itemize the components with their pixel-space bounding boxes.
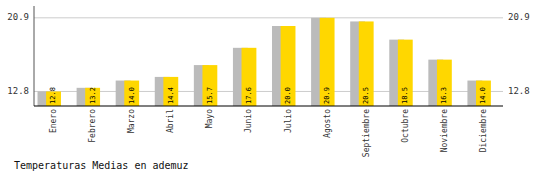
data-label: 12.8 (49, 87, 57, 104)
data-label: 16.3 (440, 87, 448, 104)
x-axis-line (34, 105, 503, 106)
bars (38, 18, 491, 106)
bar (398, 40, 413, 106)
bar (476, 81, 491, 106)
x-tick-label: Febrero (88, 109, 97, 143)
x-tick-label: Enero (49, 109, 58, 133)
bar (281, 26, 296, 106)
data-label: 14.0 (128, 87, 136, 104)
x-tick-label: Junio (244, 109, 253, 133)
bar (163, 77, 178, 106)
y2-tick-label: 12.8 (508, 86, 530, 96)
bar (124, 81, 139, 106)
data-label: 20.9 (323, 87, 331, 104)
grid-line (34, 17, 503, 18)
x-tick-label: Noviembre (440, 109, 449, 153)
bar (320, 18, 335, 106)
x-tick-label: Abril (166, 109, 175, 133)
data-label: 14.4 (167, 87, 175, 104)
title: Temperaturas Medias en ademuz (14, 160, 189, 171)
x-tick-label: Julio (284, 109, 293, 133)
x-tick-label: Diciembre (479, 109, 488, 153)
bar (85, 88, 100, 106)
x-tick-label: Mayo (205, 109, 214, 128)
bar (437, 60, 452, 106)
y2-tick-label: 20.9 (508, 12, 530, 22)
x-tick-label: Agosto (323, 109, 332, 138)
bar (242, 48, 257, 106)
x-tick-label: Octubre (401, 109, 410, 143)
y-axis-line (34, 6, 35, 106)
data-label: 14.0 (479, 87, 487, 104)
y-tick-label: 12.8 (7, 86, 29, 96)
data-label: 17.6 (245, 87, 253, 104)
x-tick-label: Septiembre (362, 109, 371, 157)
data-label: 20.5 (362, 87, 370, 104)
data-label: 20.0 (284, 87, 292, 104)
bar (202, 65, 217, 106)
y-tick-label: 20.9 (7, 12, 29, 22)
data-label: 13.2 (89, 87, 97, 104)
chart: 12.8 12.8 20.9 20.9 12.8 13.2 14.0 14.4 15.7 17.6… (0, 0, 537, 174)
data-label: 18.5 (401, 87, 409, 104)
x-tick-label: Marzo (127, 109, 136, 133)
bar (359, 21, 374, 106)
data-label: 15.7 (206, 87, 214, 104)
